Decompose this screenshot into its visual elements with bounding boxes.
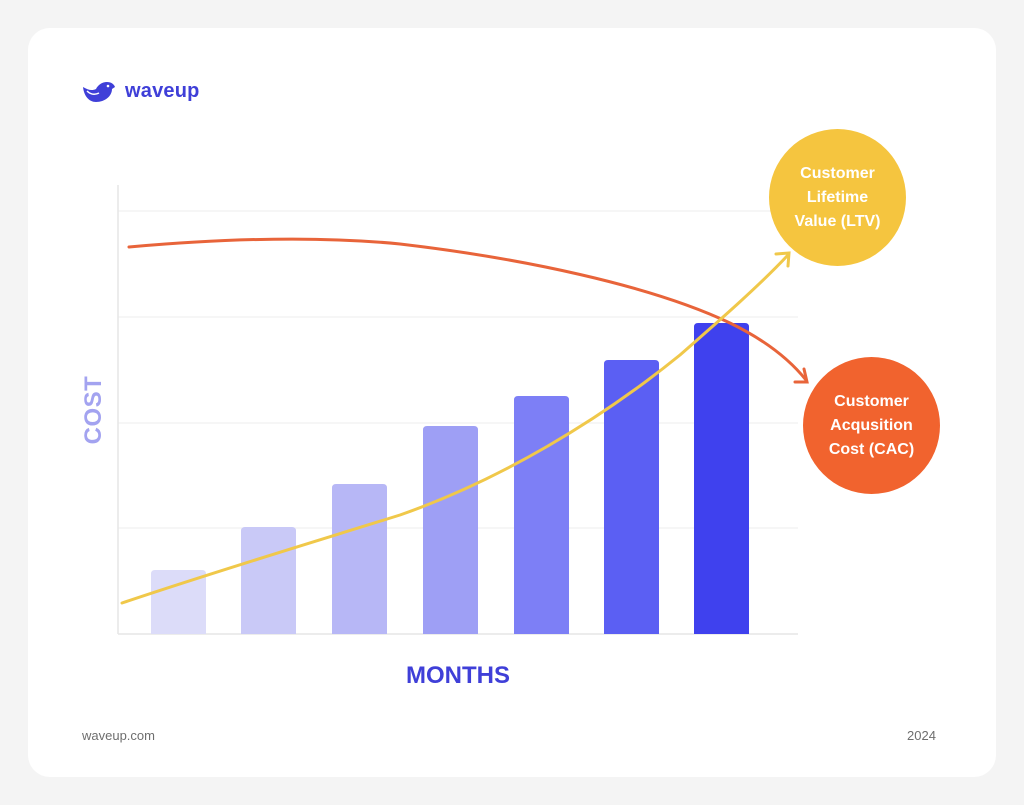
bar-month-4 (423, 426, 478, 634)
cac-line-1: Customer (834, 392, 909, 410)
bar-month-1 (151, 570, 206, 634)
footer-year: 2024 (907, 728, 936, 743)
ltv-curve (120, 251, 791, 605)
ltv-arrowhead-icon (774, 251, 791, 268)
bars (151, 323, 749, 634)
cac-arrowhead-icon (793, 367, 809, 384)
bar-month-3 (332, 484, 387, 634)
bird-icon (83, 81, 115, 102)
bar-month-6 (604, 360, 659, 634)
brand-logo: waveup (82, 80, 200, 103)
cac-curve (127, 237, 809, 384)
ltv-line-1: Customer (800, 164, 875, 182)
x-axis-label: MONTHS (406, 662, 510, 689)
ltv-annotation: Customer Lifetime Value (LTV) (769, 129, 906, 266)
ltv-line-2: Lifetime (806, 188, 869, 206)
cac-line-2: Acqusition (830, 416, 913, 434)
footer-website: waveup.com (82, 728, 155, 743)
bar-month-2 (241, 527, 296, 634)
cac-annotation: Customer Acqusition Cost (CAC) (803, 357, 940, 494)
bar-month-5 (514, 396, 569, 634)
ltv-line-3: Value (LTV) (794, 212, 881, 230)
brand-name: waveup (125, 80, 200, 102)
cac-line-3: Cost (CAC) (828, 440, 915, 458)
bar-month-7 (694, 323, 749, 634)
y-axis-label: COST (80, 375, 107, 445)
